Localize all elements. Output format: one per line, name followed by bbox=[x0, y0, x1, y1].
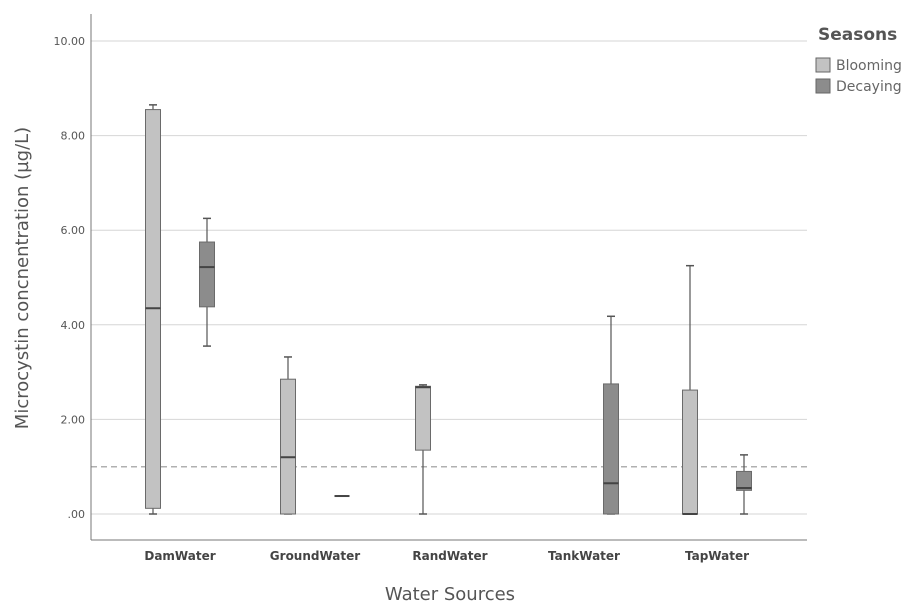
box-decaying-tankwater bbox=[603, 315, 619, 515]
box-body bbox=[736, 470, 752, 491]
x-tick-label: TankWater bbox=[548, 549, 620, 563]
y-tick-label: .00 bbox=[68, 508, 86, 521]
legend-swatch bbox=[815, 78, 831, 94]
legend-swatch bbox=[815, 57, 831, 73]
box-body bbox=[603, 383, 619, 515]
y-tick-labels: .00 2.00 4.00 6.00 8.00 10.00 bbox=[54, 35, 86, 521]
legend: Seasons Blooming Decaying bbox=[815, 25, 902, 95]
box-decaying-tapwater bbox=[736, 454, 752, 515]
boxes bbox=[145, 104, 752, 515]
axes bbox=[90, 14, 807, 541]
y-tick-label: 4.00 bbox=[61, 319, 86, 332]
y-tick-label: 10.00 bbox=[54, 35, 86, 48]
x-axis-title: Water Sources bbox=[385, 584, 515, 602]
legend-item-blooming: Blooming bbox=[815, 57, 902, 74]
x-tick-label: RandWater bbox=[412, 549, 487, 563]
box-decaying-damwater bbox=[199, 217, 215, 347]
box-body bbox=[280, 378, 296, 515]
box-body bbox=[415, 385, 431, 451]
x-tick-label: TapWater bbox=[685, 549, 749, 563]
y-tick-label: 6.00 bbox=[61, 224, 86, 237]
legend-label: Decaying bbox=[836, 79, 902, 95]
box-body bbox=[682, 389, 698, 515]
legend-title: Seasons bbox=[818, 25, 897, 45]
x-tick-label: GroundWater bbox=[270, 549, 360, 563]
box-blooming-randwater bbox=[415, 384, 431, 515]
y-tick-label: 8.00 bbox=[61, 130, 86, 143]
y-tick-label: 2.00 bbox=[61, 413, 86, 426]
y-axis-title: Microcystin concnentration (µg/L) bbox=[12, 127, 33, 429]
gridlines bbox=[91, 40, 807, 515]
x-tick-labels: DamWater GroundWater RandWater TankWater Tap… bbox=[144, 549, 749, 563]
x-tick-label: DamWater bbox=[144, 549, 215, 563]
box-blooming-tapwater bbox=[682, 264, 698, 515]
legend-label: Blooming bbox=[836, 58, 902, 74]
legend-item-decaying: Decaying bbox=[815, 78, 902, 95]
box-blooming-damwater bbox=[145, 104, 161, 515]
box-blooming-groundwater bbox=[280, 356, 296, 515]
box-body bbox=[199, 241, 215, 308]
